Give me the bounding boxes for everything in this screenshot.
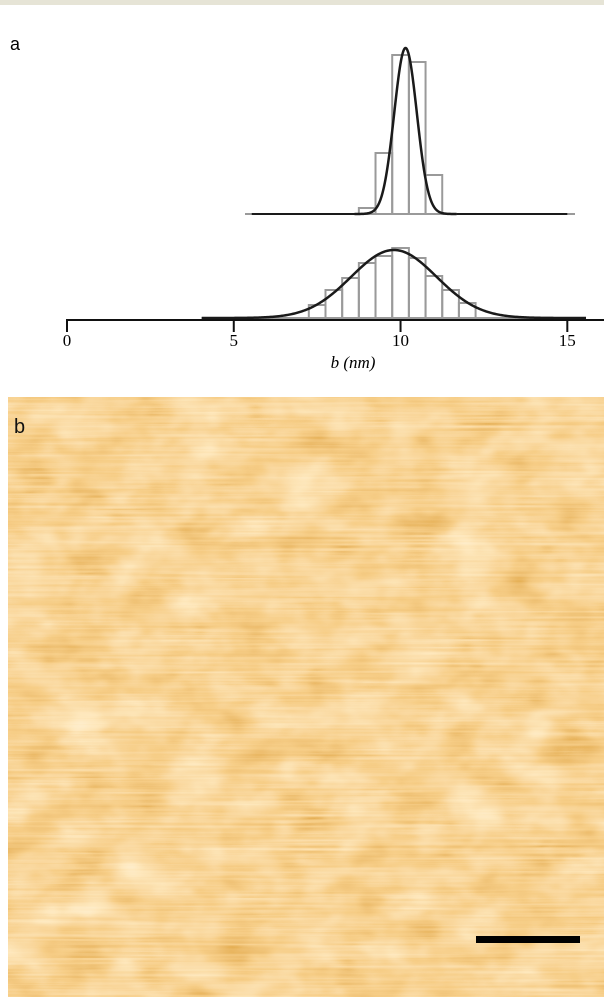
histogram-bar: [407, 61, 427, 215]
scale-bar: [476, 936, 580, 943]
panel-label: b: [14, 416, 25, 438]
x-tick-label: 15: [559, 331, 576, 350]
afm-image: [8, 397, 604, 997]
histogram-bar: [424, 174, 444, 215]
histogram-bar: [391, 247, 410, 319]
top-rule: [0, 0, 604, 5]
histogram-bar: [407, 257, 427, 319]
x-tick-label: 0: [63, 331, 72, 350]
x-tick-label: 10: [392, 331, 409, 350]
histogram-bar: [374, 255, 394, 319]
histogram-bar: [357, 262, 377, 319]
gaussian-fit: [201, 248, 586, 320]
histogram-bar: [424, 275, 444, 319]
x-tick-label: 5: [230, 331, 239, 350]
panel-label: a: [10, 34, 21, 54]
x-axis-label: b (nm): [331, 353, 376, 372]
histogram-plot: 0 5 10 15: [63, 46, 604, 350]
gaussian-fit: [354, 46, 457, 216]
histogram-bar: [391, 54, 410, 215]
